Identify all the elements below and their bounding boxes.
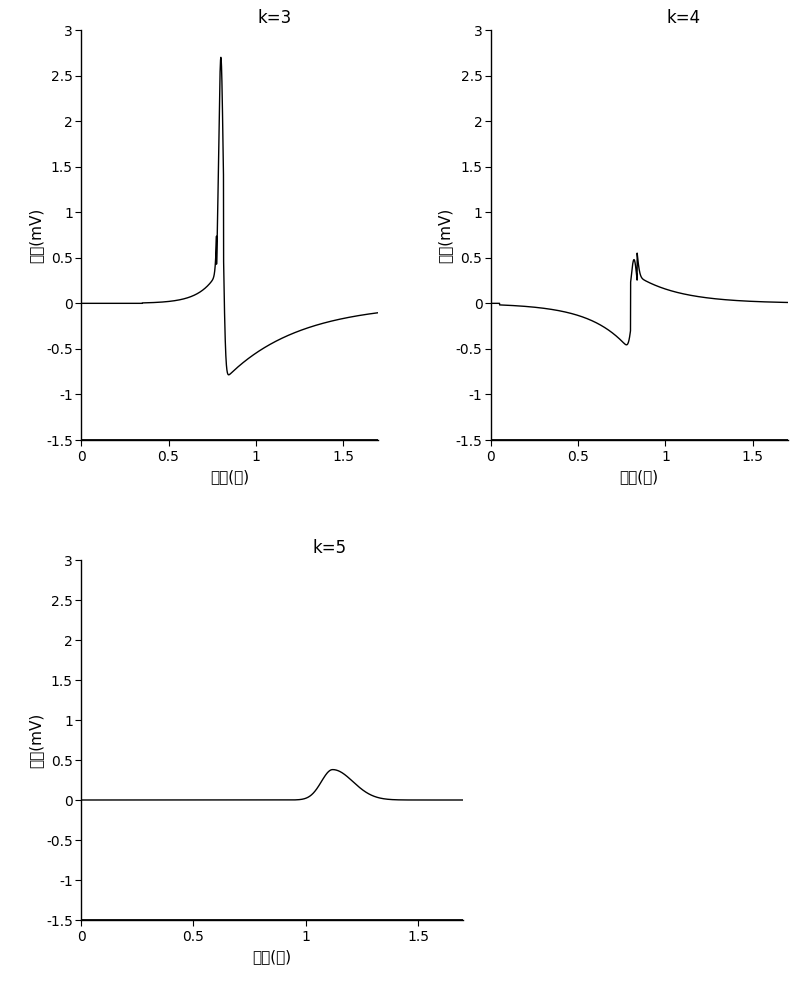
Y-axis label: 电压(mV): 电压(mV) <box>28 712 43 768</box>
Y-axis label: 电压(mV): 电压(mV) <box>28 207 43 263</box>
X-axis label: 时间(秒): 时间(秒) <box>619 469 658 484</box>
X-axis label: 时间(秒): 时间(秒) <box>210 469 249 484</box>
Title: k=5: k=5 <box>311 539 346 557</box>
Title: k=3: k=3 <box>257 9 291 27</box>
Title: k=4: k=4 <box>666 9 700 27</box>
X-axis label: 时间(秒): 时间(秒) <box>252 949 291 964</box>
Y-axis label: 电压(mV): 电压(mV) <box>437 207 453 263</box>
